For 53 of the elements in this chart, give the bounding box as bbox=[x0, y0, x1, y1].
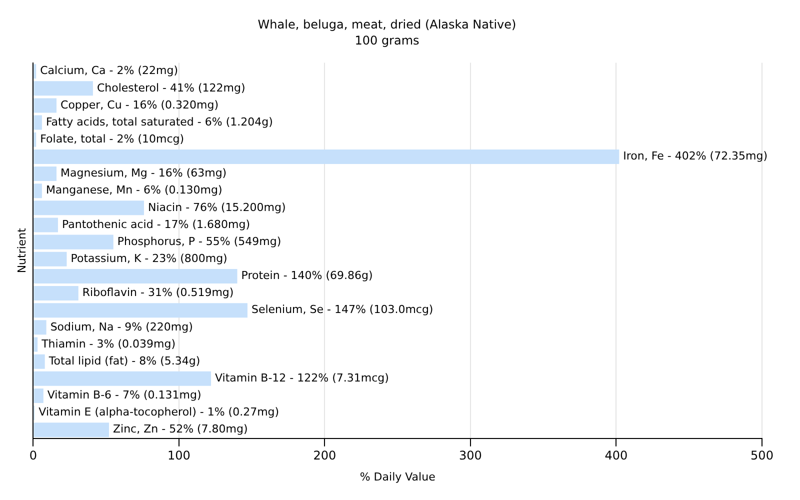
bar bbox=[34, 354, 45, 369]
y-tick-label: Vitamin B-6 - 7% (0.131mg) bbox=[47, 388, 202, 402]
y-tick-label: Folate, total - 2% (10mcg) bbox=[40, 132, 184, 146]
y-axis-title: Nutrient bbox=[15, 227, 28, 274]
y-tick-label: Cholesterol - 41% (122mg) bbox=[96, 81, 246, 94]
bar bbox=[34, 320, 46, 335]
bar bbox=[34, 200, 144, 216]
y-tick-label: Niacin - 76% (15.200mg) bbox=[148, 200, 286, 214]
y-tick-label: Pantothenic acid - 17% (1.680mg) bbox=[62, 218, 250, 231]
chart-title: Whale, beluga, meat, dried (Alaska Native) bbox=[258, 17, 516, 32]
bar bbox=[34, 388, 44, 403]
bar bbox=[34, 115, 42, 130]
x-tick-label: 500 bbox=[750, 448, 774, 463]
y-tick-label: Calcium, Ca - 2% (22mg) bbox=[40, 64, 178, 78]
bar bbox=[34, 252, 67, 266]
y-tick-label: Total lipid (fat) - 8% (5.34g) bbox=[48, 354, 200, 368]
y-tick-label: Sodium, Na - 9% (220mg) bbox=[50, 320, 193, 334]
bar bbox=[34, 149, 620, 164]
y-tick-label: Iron, Fe - 402% (72.35mg) bbox=[623, 150, 768, 163]
bar bbox=[34, 132, 36, 147]
x-tick-label: 0 bbox=[29, 448, 38, 463]
bar bbox=[34, 268, 238, 284]
bar bbox=[34, 303, 248, 318]
y-tick-label: Riboflavin - 31% (0.519mg) bbox=[82, 286, 234, 300]
y-tick-label: Selenium, Se - 147% (103.0mcg) bbox=[251, 303, 434, 316]
y-tick-label: Potassium, K - 23% (800mg) bbox=[70, 252, 228, 265]
bar bbox=[34, 337, 38, 352]
bar bbox=[34, 166, 57, 182]
y-tick-label: Vitamin E (alpha-tocopherol) - 1% (0.27mg) bbox=[38, 406, 280, 419]
y-tick-label: Fatty acids, total saturated - 6% (1.204g) bbox=[46, 115, 273, 128]
bar bbox=[34, 286, 78, 301]
bar bbox=[34, 218, 58, 232]
chart-subtitle: 100 grams bbox=[354, 34, 420, 48]
bar bbox=[34, 64, 36, 79]
x-tick-label: 200 bbox=[313, 448, 336, 463]
bar bbox=[34, 81, 93, 96]
bar bbox=[34, 371, 212, 386]
y-tick-label: Zinc, Zn - 52% (7.80mg) bbox=[112, 422, 248, 436]
bar bbox=[34, 98, 57, 113]
y-tick-label: Manganese, Mn - 6% (0.130mg) bbox=[46, 184, 222, 197]
bar bbox=[34, 234, 114, 250]
y-tick-label: Protein - 140% (69.86g) bbox=[241, 269, 373, 282]
x-tick-label: 400 bbox=[604, 448, 628, 463]
y-tick-label: Copper, Cu - 16% (0.320mg) bbox=[60, 98, 219, 112]
y-tick-label: Thiamin - 3% (0.039mg) bbox=[40, 337, 176, 350]
x-tick-label: 300 bbox=[459, 448, 482, 463]
y-tick-label: Magnesium, Mg - 16% (63mg) bbox=[60, 166, 227, 180]
bar bbox=[34, 184, 42, 198]
y-tick-label: Vitamin B-12 - 122% (7.31mcg) bbox=[215, 372, 389, 385]
x-tick-label: 100 bbox=[168, 448, 190, 463]
y-tick-label: Phosphorus, P - 55% (549mg) bbox=[117, 234, 282, 248]
x-axis-title: % Daily Value bbox=[360, 470, 436, 484]
bar bbox=[34, 422, 109, 438]
